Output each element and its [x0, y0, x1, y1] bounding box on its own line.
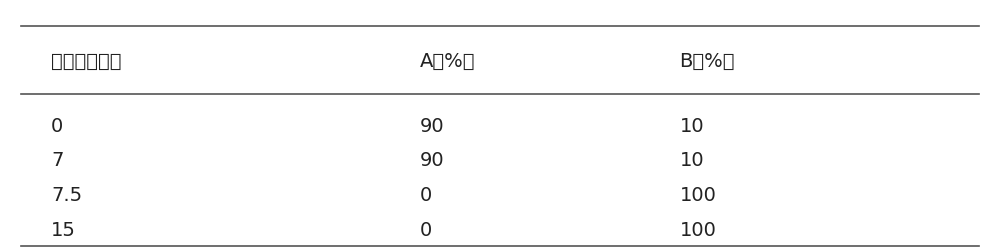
Text: 100: 100: [680, 221, 716, 240]
Text: 0: 0: [420, 221, 432, 240]
Text: 0: 0: [420, 186, 432, 205]
Text: 90: 90: [420, 151, 445, 170]
Text: 0: 0: [51, 116, 64, 136]
Text: B（%）: B（%）: [680, 52, 735, 71]
Text: A（%）: A（%）: [420, 52, 476, 71]
Text: 90: 90: [420, 116, 445, 136]
Text: 时间（分钟）: 时间（分钟）: [51, 52, 122, 71]
Text: 7.5: 7.5: [51, 186, 82, 205]
Text: 7: 7: [51, 151, 64, 170]
Text: 15: 15: [51, 221, 76, 240]
Text: 100: 100: [680, 186, 716, 205]
Text: 10: 10: [680, 116, 704, 136]
Text: 10: 10: [680, 151, 704, 170]
